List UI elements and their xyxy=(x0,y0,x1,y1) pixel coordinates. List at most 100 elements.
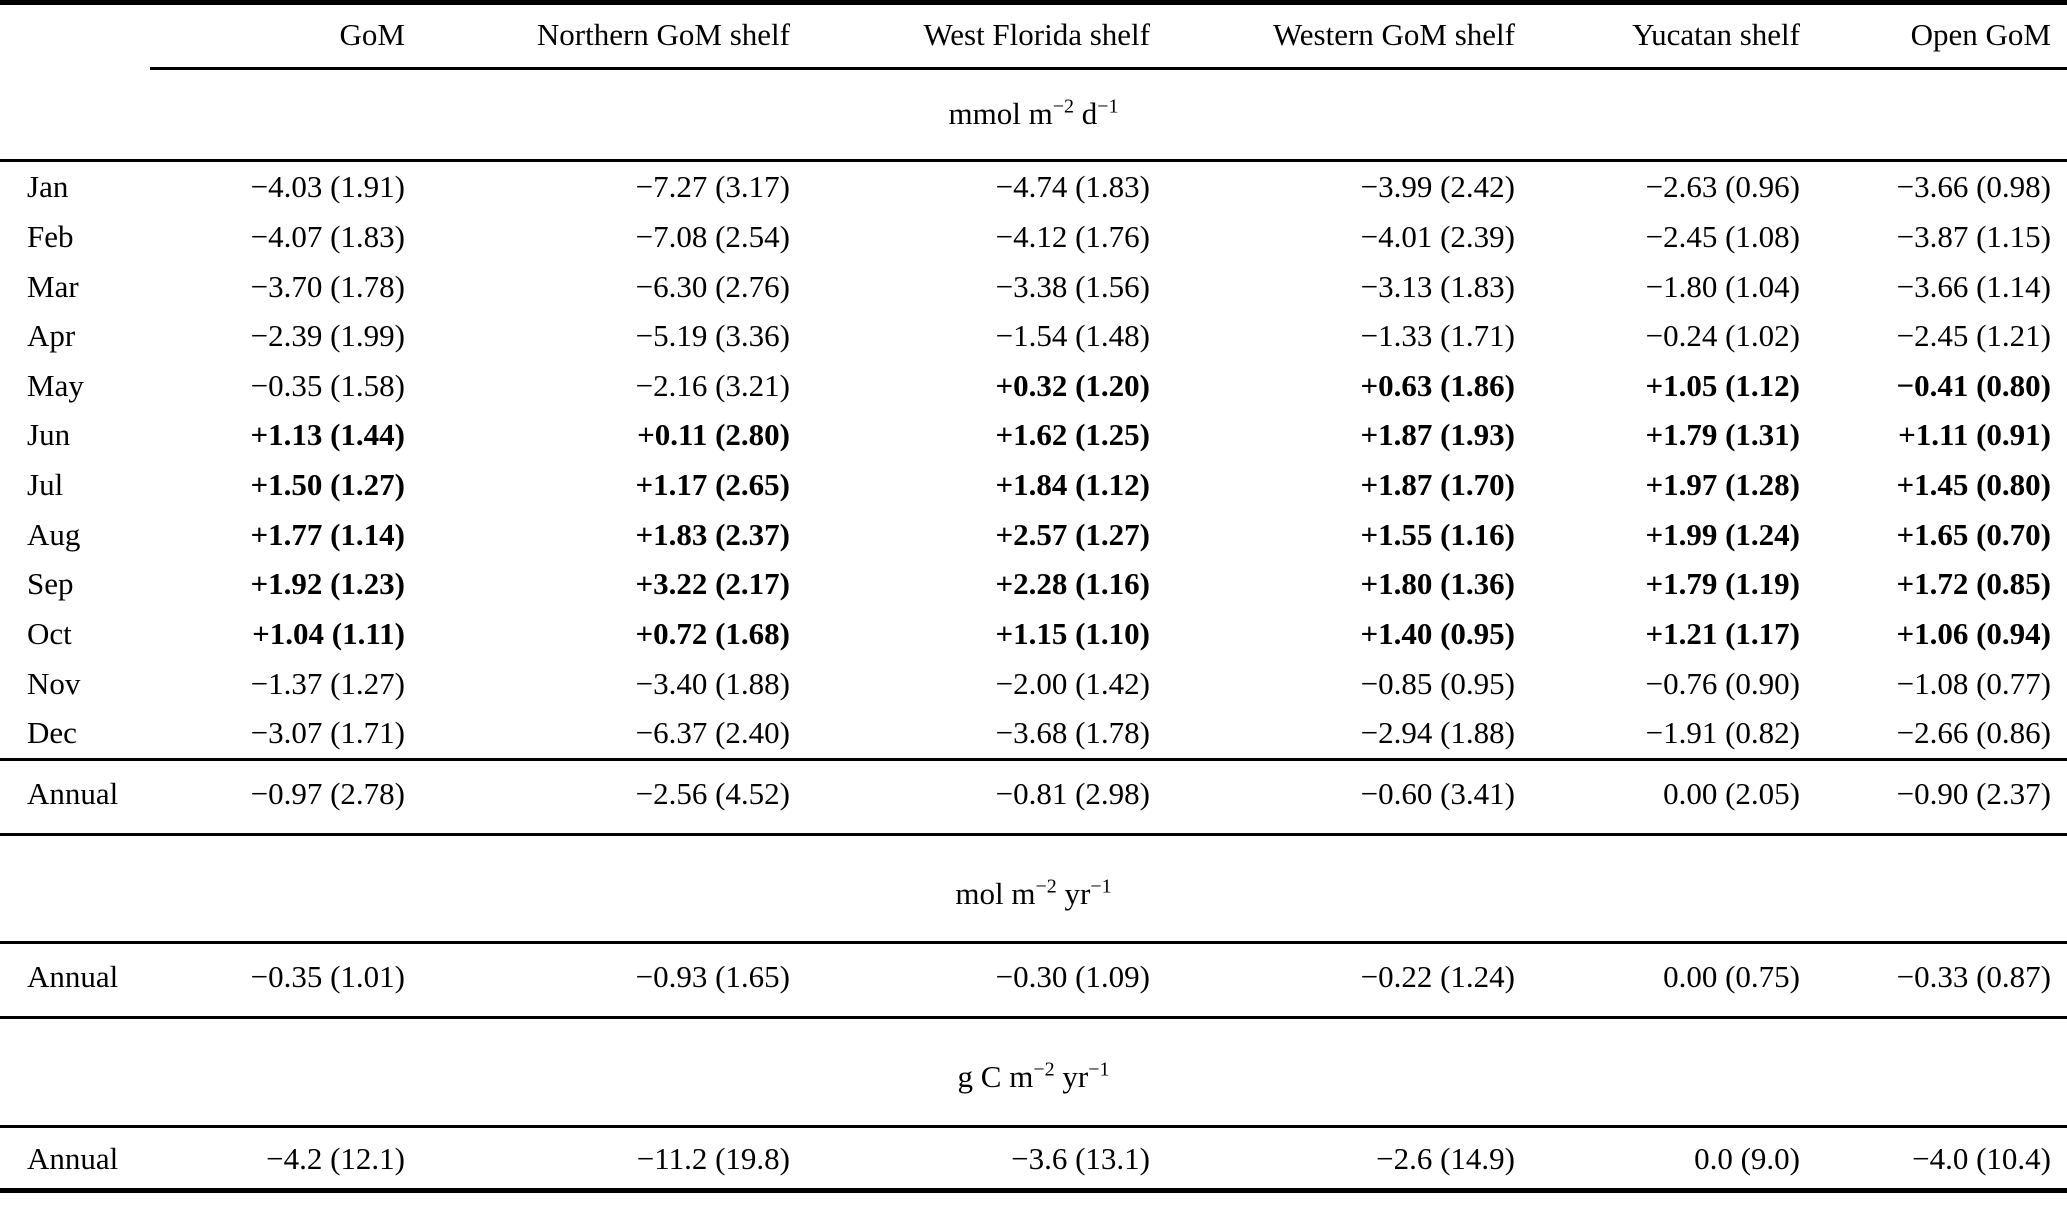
value-cell: −3.70 (1.78) xyxy=(250,268,405,304)
month-row-feb: Feb −4.07 (1.83) −7.08 (2.54) −4.12 (1.76) −… xyxy=(0,212,2067,262)
value-cell: −3.87 (1.15) xyxy=(1896,218,2051,254)
value-cell: +1.97 (1.28) xyxy=(1645,467,1800,503)
month-row-nov: Nov −1.37 (1.27) −3.40 (1.88) −2.00 (1.42) −… xyxy=(0,659,2067,709)
value-cell: −1.54 (1.48) xyxy=(995,318,1150,354)
value-cell: −3.66 (1.14) xyxy=(1896,268,2051,304)
value-cell: +1.87 (1.70) xyxy=(1360,467,1515,503)
unit-superscript: −1 xyxy=(1097,95,1119,118)
unit-text: mol m−2 yr−1 xyxy=(955,875,1112,911)
header-open-gom: Open GoM xyxy=(1810,2,2067,70)
value-cell: +1.80 (1.36) xyxy=(1360,566,1515,602)
header-northern-gom-shelf: Northern GoM shelf xyxy=(415,2,800,70)
value-cell: +1.05 (1.12) xyxy=(1645,367,1800,403)
unit-superscript: −2 xyxy=(1035,875,1057,898)
annual-row-mol: Annual −0.35 (1.01) −0.93 (1.65) −0.30 (… xyxy=(0,942,2067,1019)
unit-label-gc: g C m−2 yr−1 xyxy=(0,1017,2067,1128)
unit-text: g C m−2 yr−1 xyxy=(957,1058,1110,1094)
monthly-rows-body: Jan −4.03 (1.91) −7.27 (3.17) −4.74 (1.83) −… xyxy=(0,161,2067,760)
value-cell: +1.04 (1.11) xyxy=(252,616,405,652)
value-cell: −2.66 (0.86) xyxy=(1896,715,2051,751)
month-label: Nov xyxy=(27,665,81,701)
annual-value-cell: −0.90 (2.37) xyxy=(1810,759,2067,836)
month-row-oct: Oct +1.04 (1.11) +0.72 (1.68) +1.15 (1.10) +… xyxy=(0,609,2067,659)
value-cell: −2.00 (1.42) xyxy=(995,665,1150,701)
value-cell: −6.30 (2.76) xyxy=(635,268,790,304)
value-cell: −4.12 (1.76) xyxy=(995,218,1150,254)
value-cell: +1.79 (1.31) xyxy=(1645,417,1800,453)
annual-label: Annual xyxy=(0,942,150,1019)
value-cell: −1.91 (0.82) xyxy=(1645,715,1800,751)
annual-label: Annual xyxy=(0,759,150,836)
value-cell: +1.50 (1.27) xyxy=(250,467,405,503)
month-row-mar: Mar −3.70 (1.78) −6.30 (2.76) −3.38 (1.56) −… xyxy=(0,262,2067,312)
value-cell: +1.55 (1.16) xyxy=(1360,516,1515,552)
unit-superscript: −2 xyxy=(1033,1058,1055,1081)
month-label: Aug xyxy=(27,516,81,552)
annual-value-cell: −0.22 (1.24) xyxy=(1160,942,1525,1019)
month-row-apr: Apr −2.39 (1.99) −5.19 (3.36) −1.54 (1.48) −… xyxy=(0,311,2067,361)
header-west-florida-shelf: West Florida shelf xyxy=(800,2,1160,70)
unit-label-mol: mol m−2 yr−1 xyxy=(0,834,2067,945)
value-cell: +2.28 (1.16) xyxy=(995,566,1150,602)
month-label: May xyxy=(27,367,84,403)
month-label: Jul xyxy=(27,467,64,503)
unit-row-mmol: mmol m−2 d−1 xyxy=(0,68,2067,163)
value-cell: −2.39 (1.99) xyxy=(250,318,405,354)
value-cell: +1.87 (1.93) xyxy=(1360,417,1515,453)
annual-row-mmol: Annual −0.97 (2.78) −2.56 (4.52) −0.81 (… xyxy=(0,759,2067,836)
value-cell: −1.08 (0.77) xyxy=(1896,665,2051,701)
value-cell: −3.13 (1.83) xyxy=(1360,268,1515,304)
month-row-sep: Sep +1.92 (1.23) +3.22 (2.17) +2.28 (1.16) +… xyxy=(0,559,2067,609)
value-cell: −3.07 (1.71) xyxy=(250,715,405,751)
value-cell: −5.19 (3.36) xyxy=(635,318,790,354)
header-row: GoM Northern GoM shelf West Florida shel… xyxy=(0,2,2067,70)
value-cell: +1.92 (1.23) xyxy=(250,566,405,602)
value-cell: −0.24 (1.02) xyxy=(1645,318,1800,354)
unit-text: mmol m−2 d−1 xyxy=(948,95,1119,131)
unit-superscript: −2 xyxy=(1052,95,1074,118)
value-cell: −4.01 (2.39) xyxy=(1360,218,1515,254)
value-cell: +1.77 (1.14) xyxy=(250,516,405,552)
value-cell: +1.13 (1.44) xyxy=(250,417,405,453)
value-cell: +1.17 (2.65) xyxy=(635,467,790,503)
value-cell: +0.63 (1.86) xyxy=(1360,367,1515,403)
value-cell: +1.72 (0.85) xyxy=(1896,566,2051,602)
annual-value-cell: −4.0 (10.4) xyxy=(1912,1140,2051,1176)
unit-row-gc: g C m−2 yr−1 xyxy=(0,1017,2067,1128)
value-cell: −1.80 (1.04) xyxy=(1645,268,1800,304)
value-cell: −3.99 (2.42) xyxy=(1360,169,1515,205)
value-cell: −0.85 (0.95) xyxy=(1360,665,1515,701)
month-label: Dec xyxy=(27,715,77,751)
value-cell: −7.08 (2.54) xyxy=(635,218,790,254)
value-cell: −6.37 (2.40) xyxy=(635,715,790,751)
value-cell: −3.66 (0.98) xyxy=(1896,169,2051,205)
value-cell: +0.72 (1.68) xyxy=(635,616,790,652)
header-yucatan-shelf: Yucatan shelf xyxy=(1525,2,1810,70)
value-cell: +1.62 (1.25) xyxy=(995,417,1150,453)
value-cell: +0.32 (1.20) xyxy=(995,367,1150,403)
value-cell: +1.11 (0.91) xyxy=(1898,417,2051,453)
value-cell: +1.21 (1.17) xyxy=(1645,616,1800,652)
month-row-may: May −0.35 (1.58) −2.16 (3.21) +0.32 (1.20) +… xyxy=(0,361,2067,411)
value-cell: +1.79 (1.19) xyxy=(1645,566,1800,602)
month-label: Mar xyxy=(27,268,79,304)
value-cell: −0.76 (0.90) xyxy=(1645,665,1800,701)
unit-row-mol: mol m−2 yr−1 xyxy=(0,834,2067,945)
value-cell: −2.16 (3.21) xyxy=(635,367,790,403)
value-cell: +1.65 (0.70) xyxy=(1896,516,2051,552)
value-cell: +1.84 (1.12) xyxy=(995,467,1150,503)
annual-value-cell: −11.2 (19.8) xyxy=(636,1140,790,1176)
annual-value-cell: 0.0 (9.0) xyxy=(1694,1140,1800,1176)
value-cell: +1.40 (0.95) xyxy=(1360,616,1515,652)
value-cell: −2.45 (1.21) xyxy=(1896,318,2051,354)
annual-value-cell: −2.6 (14.9) xyxy=(1376,1140,1515,1176)
annual-value-cell: −3.6 (13.1) xyxy=(1011,1140,1150,1176)
annual-value-cell: 0.00 (2.05) xyxy=(1525,759,1810,836)
value-cell: −0.41 (0.80) xyxy=(1896,367,2051,403)
unit-superscript: −1 xyxy=(1088,1058,1110,1081)
value-cell: +3.22 (2.17) xyxy=(635,566,790,602)
month-row-jan: Jan −4.03 (1.91) −7.27 (3.17) −4.74 (1.83) −… xyxy=(0,161,2067,212)
value-cell: +1.15 (1.10) xyxy=(995,616,1150,652)
value-cell: +1.83 (2.37) xyxy=(635,516,790,552)
